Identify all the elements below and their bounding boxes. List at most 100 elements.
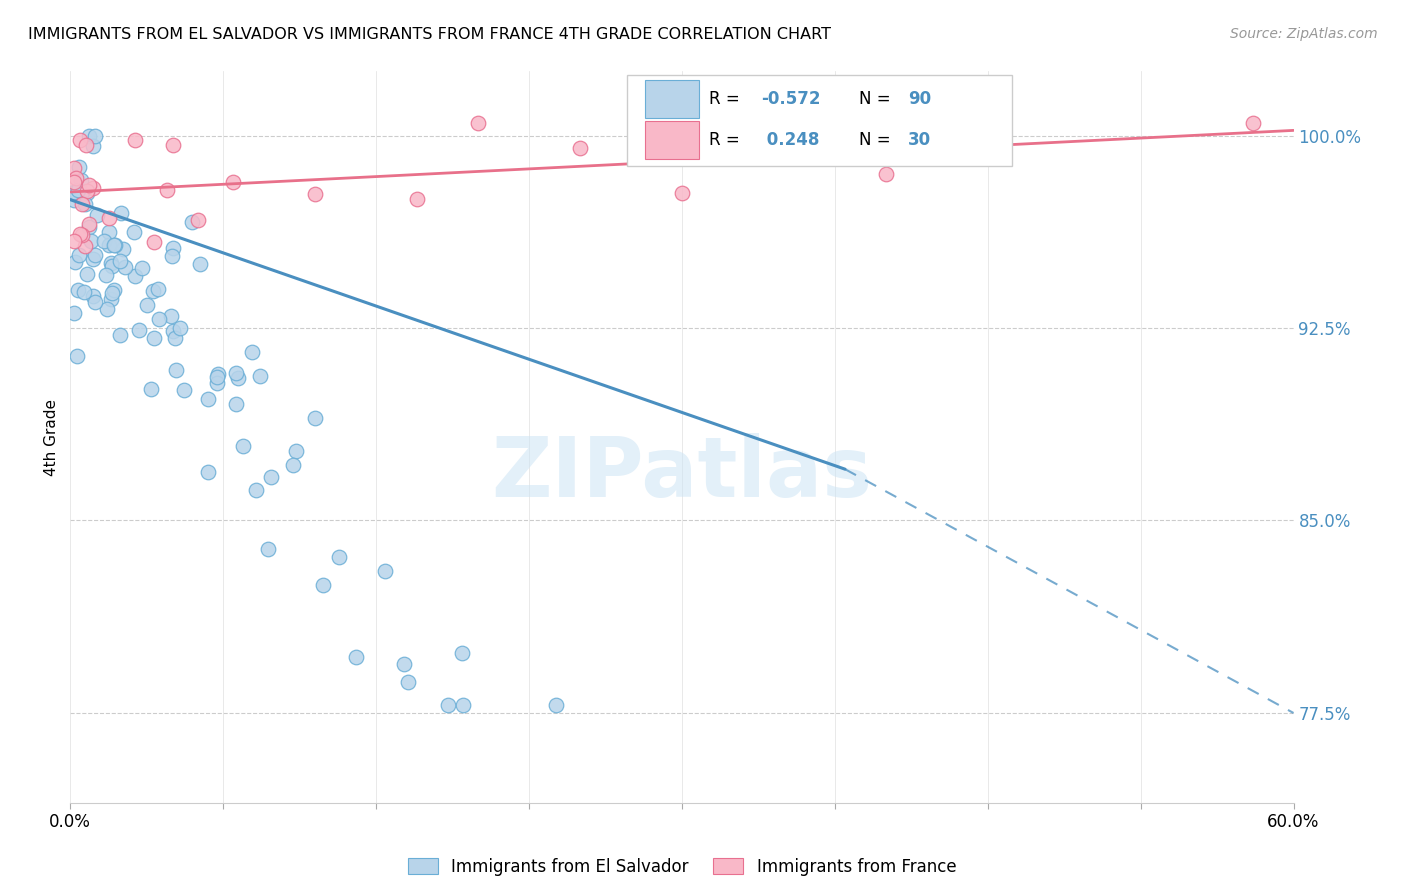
Point	[451, 698, 474, 713]
Point	[165, 363, 187, 377]
Point	[197, 392, 219, 406]
Point	[1241, 116, 1264, 130]
Y-axis label: 4th Grade: 4th Grade	[44, 399, 59, 475]
Point	[259, 470, 281, 484]
FancyBboxPatch shape	[645, 121, 699, 159]
Text: 90: 90	[908, 90, 931, 108]
Point	[98, 238, 121, 252]
Point	[73, 239, 96, 253]
Point	[162, 241, 184, 255]
Point	[67, 248, 90, 262]
Point	[80, 234, 103, 248]
Point	[143, 235, 166, 249]
Text: IMMIGRANTS FROM EL SALVADOR VS IMMIGRANTS FROM FRANCE 4TH GRADE CORRELATION CHAR: IMMIGRANTS FROM EL SALVADOR VS IMMIGRANT…	[28, 27, 831, 42]
Point	[283, 458, 305, 472]
Point	[186, 212, 208, 227]
Point	[222, 175, 245, 189]
Point	[304, 186, 326, 201]
Point	[73, 285, 96, 300]
Point	[63, 235, 86, 249]
Point	[249, 369, 271, 384]
Point	[304, 410, 326, 425]
Text: N =: N =	[859, 131, 896, 149]
Point	[72, 227, 94, 242]
Point	[568, 141, 592, 155]
Point	[976, 150, 998, 164]
Point	[240, 345, 263, 359]
Point	[63, 175, 86, 189]
Point	[84, 295, 107, 310]
Point	[75, 137, 97, 152]
Point	[66, 183, 89, 197]
Point	[142, 331, 165, 345]
Point	[65, 171, 87, 186]
Point	[122, 225, 145, 239]
Point	[77, 217, 100, 231]
Point	[76, 185, 98, 199]
Point	[141, 382, 163, 396]
Point	[69, 173, 91, 187]
Point	[467, 116, 489, 130]
Point	[169, 320, 191, 334]
Point	[207, 368, 229, 382]
Point	[160, 309, 183, 323]
Text: -0.572: -0.572	[762, 90, 821, 108]
Point	[97, 225, 120, 239]
Point	[63, 306, 86, 320]
Point	[245, 483, 267, 497]
Point	[257, 541, 280, 556]
Point	[70, 197, 93, 211]
Text: ZIPatlas: ZIPatlas	[492, 434, 872, 514]
Point	[671, 186, 693, 201]
Point	[437, 698, 460, 713]
Point	[76, 186, 98, 200]
Point	[205, 376, 228, 390]
Point	[63, 186, 86, 200]
Point	[155, 183, 177, 197]
Point	[392, 657, 415, 672]
Point	[97, 211, 120, 225]
Point	[148, 312, 170, 326]
Point	[142, 285, 165, 299]
Point	[63, 193, 86, 207]
Point	[110, 205, 132, 219]
Point	[136, 298, 159, 312]
Point	[328, 549, 350, 564]
Point	[65, 185, 87, 199]
Point	[69, 133, 91, 147]
Point	[108, 328, 131, 343]
Point	[100, 292, 122, 306]
Point	[66, 350, 89, 364]
Point	[84, 248, 107, 262]
Point	[94, 268, 117, 282]
Point	[67, 160, 90, 174]
Point	[374, 564, 396, 578]
Point	[100, 255, 122, 269]
Point	[111, 242, 134, 256]
Text: Source: ZipAtlas.com: Source: ZipAtlas.com	[1230, 27, 1378, 41]
Point	[82, 181, 104, 195]
Point	[128, 322, 150, 336]
Point	[451, 646, 474, 660]
Point	[96, 301, 118, 316]
Point	[406, 192, 429, 206]
Point	[162, 248, 184, 262]
Point	[69, 227, 91, 241]
Point	[197, 466, 219, 480]
Point	[70, 185, 93, 199]
Point	[131, 260, 153, 275]
Point	[83, 128, 105, 143]
Point	[76, 267, 98, 281]
Point	[124, 268, 146, 283]
Text: 30: 30	[908, 131, 931, 149]
Point	[63, 161, 86, 176]
Point	[162, 324, 184, 338]
Point	[114, 260, 136, 274]
Text: R =: R =	[709, 90, 745, 108]
Point	[66, 283, 89, 297]
Point	[108, 254, 131, 268]
Point	[101, 286, 124, 301]
Point	[205, 370, 228, 384]
Point	[82, 289, 104, 303]
Point	[344, 649, 367, 664]
